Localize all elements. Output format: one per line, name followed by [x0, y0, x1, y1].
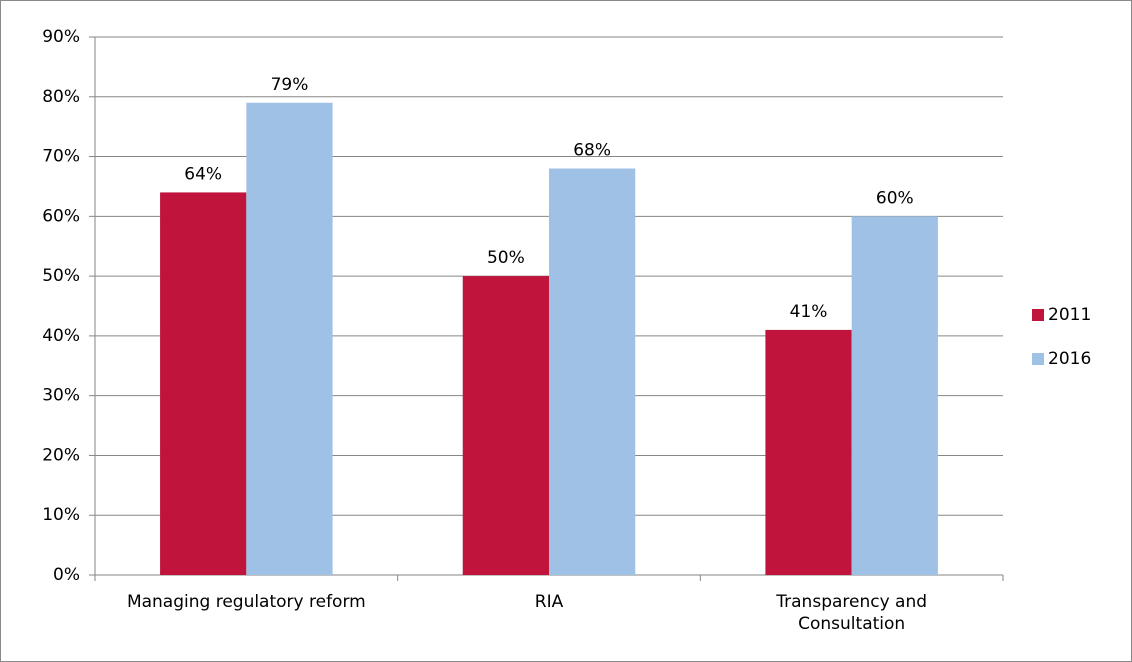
y-tick-label: 80% — [42, 87, 80, 107]
y-tick-label: 40% — [42, 326, 80, 346]
y-tick-label: 60% — [42, 206, 80, 226]
y-tick-label: 50% — [42, 266, 80, 286]
x-tick-label: Managing regulatory reform — [126, 592, 366, 612]
bar — [549, 168, 636, 575]
bar — [765, 329, 852, 575]
data-label: 79% — [271, 75, 309, 95]
y-tick-label: 30% — [42, 386, 80, 406]
x-tick-label: RIA — [534, 592, 564, 612]
data-label: 60% — [876, 188, 914, 208]
y-tick-label: 20% — [42, 445, 80, 465]
bar — [462, 276, 549, 575]
bar — [246, 102, 333, 575]
y-tick-label: 70% — [42, 147, 80, 167]
x-tick-label: Transparency and Consultation — [776, 592, 928, 634]
data-label: 41% — [790, 302, 828, 322]
legend-label: 2011 — [1048, 305, 1091, 325]
legend-label: 2016 — [1048, 349, 1091, 369]
data-label: 68% — [573, 141, 611, 161]
legend-swatch — [1032, 353, 1044, 365]
data-label: 50% — [487, 248, 525, 268]
y-tick-label: 0% — [53, 565, 80, 585]
legend-swatch — [1032, 309, 1044, 321]
bar — [851, 216, 938, 576]
y-tick-label: 10% — [42, 505, 80, 525]
bar — [160, 192, 247, 575]
data-label: 64% — [184, 164, 222, 184]
y-tick-label: 90% — [42, 27, 80, 47]
